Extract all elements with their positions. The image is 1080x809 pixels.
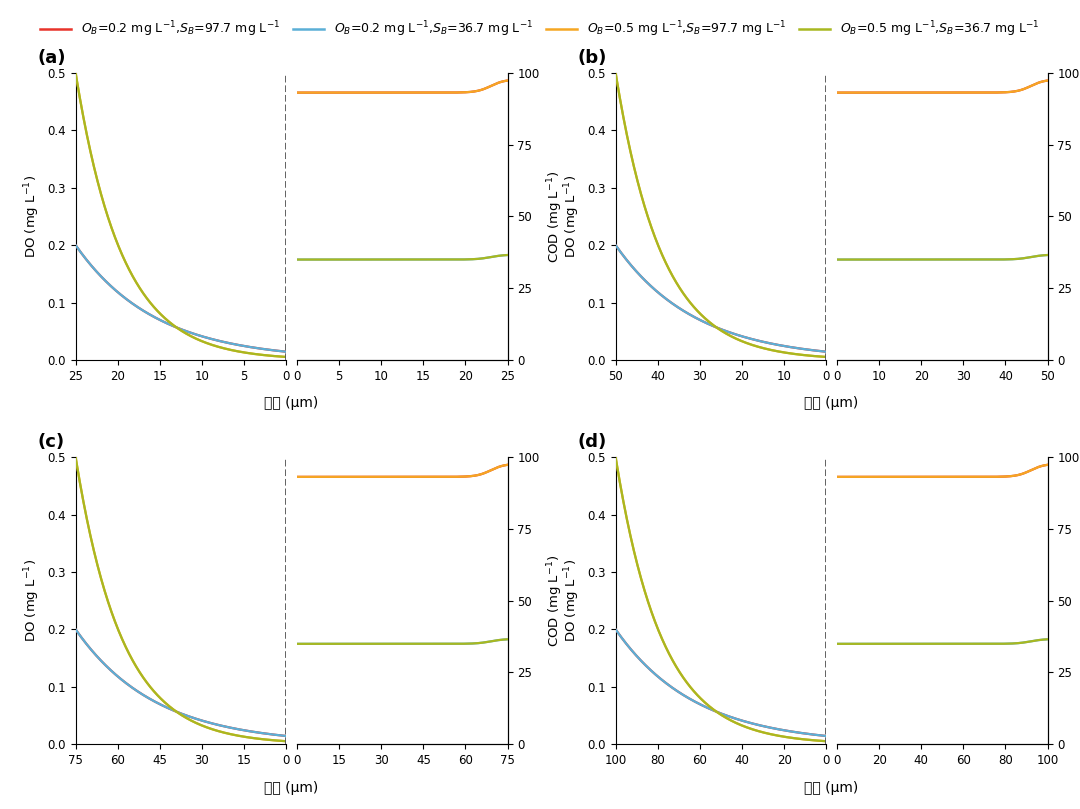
Text: 半径 (μm): 半径 (μm) bbox=[805, 396, 859, 410]
Text: (a): (a) bbox=[38, 49, 66, 67]
Text: (b): (b) bbox=[578, 49, 607, 67]
Y-axis label: DO (mg L$^{-1}$): DO (mg L$^{-1}$) bbox=[22, 559, 42, 642]
Y-axis label: DO (mg L$^{-1}$): DO (mg L$^{-1}$) bbox=[562, 559, 582, 642]
Y-axis label: COD (mg L$^{-1}$): COD (mg L$^{-1}$) bbox=[545, 554, 565, 647]
Text: (c): (c) bbox=[38, 434, 65, 451]
Y-axis label: COD (mg L$^{-1}$): COD (mg L$^{-1}$) bbox=[545, 170, 565, 263]
Text: 半径 (μm): 半径 (μm) bbox=[265, 396, 319, 410]
Legend: $O_B$=0.2 mg L$^{-1}$,$S_B$=97.7 mg L$^{-1}$, $O_B$=0.2 mg L$^{-1}$,$S_B$=36.7 m: $O_B$=0.2 mg L$^{-1}$,$S_B$=97.7 mg L$^{… bbox=[35, 15, 1045, 44]
Y-axis label: DO (mg L$^{-1}$): DO (mg L$^{-1}$) bbox=[562, 175, 582, 258]
Y-axis label: DO (mg L$^{-1}$): DO (mg L$^{-1}$) bbox=[22, 175, 42, 258]
Text: 半径 (μm): 半径 (μm) bbox=[265, 781, 319, 794]
Text: (d): (d) bbox=[578, 434, 607, 451]
Text: 半径 (μm): 半径 (μm) bbox=[805, 781, 859, 794]
